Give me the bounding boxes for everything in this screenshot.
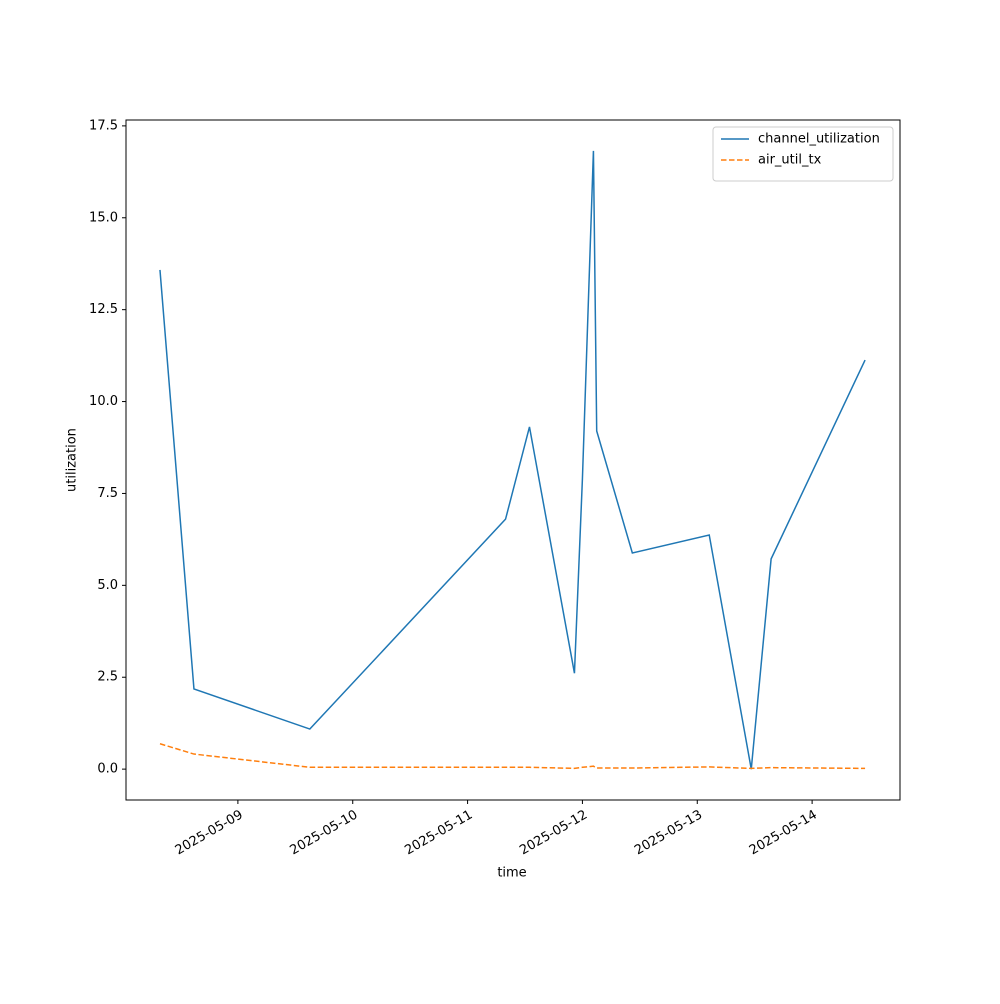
series-line: [159, 743, 866, 770]
legend-label: channel_utilization: [758, 132, 880, 147]
y-tick-label: 7.5: [97, 486, 118, 501]
y-tick-label: 10.0: [89, 394, 118, 409]
x-tick-label: 2025-05-09: [173, 808, 246, 859]
y-tick-label: 0.0: [97, 762, 118, 777]
x-axis-label: time: [497, 866, 526, 881]
y-tick-label: 12.5: [89, 302, 118, 317]
legend-label: air_util_tx: [758, 153, 822, 168]
x-tick-label: 2025-05-13: [632, 808, 705, 859]
x-tick-label: 2025-05-11: [402, 808, 475, 859]
plot-frame: [125, 119, 901, 801]
x-tick-label: 2025-05-10: [288, 808, 361, 859]
y-tick-label: 17.5: [89, 118, 118, 133]
x-tick-label: 2025-05-14: [747, 808, 820, 859]
y-tick-label: 2.5: [97, 670, 118, 685]
y-tick-label: 5.0: [97, 578, 118, 593]
legend-box: [712, 126, 894, 182]
y-tick-label: 15.0: [89, 210, 118, 225]
x-tick-label: 2025-05-12: [517, 808, 590, 859]
y-axis-label: utilization: [65, 428, 80, 492]
series-line: [159, 150, 866, 770]
